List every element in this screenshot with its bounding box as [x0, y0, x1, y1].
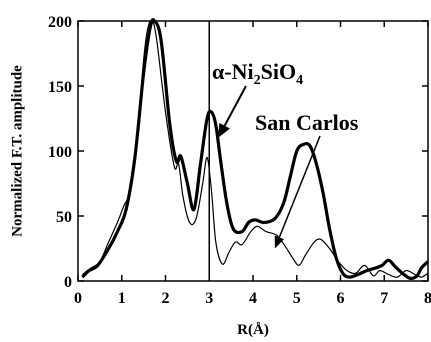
y-tick-label: 100 [48, 144, 72, 161]
axis-ticks [77, 20, 429, 282]
y-tick-label: 50 [56, 209, 72, 226]
x-tick-label: 1 [118, 290, 126, 307]
x-tick-label: 8 [424, 290, 431, 307]
arrowhead-ni2sio4 [218, 122, 230, 138]
arrow-san-carlos [278, 135, 321, 238]
annotation-ni2sio4: α-Ni2SiO4 [212, 59, 303, 88]
x-tick-label: 2 [162, 290, 170, 307]
annotation-ni2sio4-sub1: 2 [254, 73, 261, 88]
x-tick-label: 0 [74, 290, 82, 307]
annotation-ni2sio4-part1: α-Ni [212, 59, 254, 84]
x-tick-label: 6 [337, 290, 345, 307]
x-axis-label: R(Å) [237, 322, 269, 338]
y-tick-label: 150 [48, 79, 72, 96]
y-tick-label: 0 [64, 274, 72, 291]
annotation-ni2sio4-part2: SiO [261, 59, 296, 84]
series-line-ni2sio4 [81, 18, 430, 281]
series-group [81, 18, 430, 281]
tick-labels: 0 1 2 3 4 5 6 7 8 0 50 100 150 200 [48, 14, 431, 307]
x-tick-label: 4 [249, 290, 257, 307]
y-axis-label: Normalized F.T. amplitude [9, 65, 25, 237]
series-line-san-carlos [82, 19, 429, 278]
x-tick-label: 7 [380, 290, 388, 307]
y-tick-label: 200 [48, 14, 72, 31]
annotation-san-carlos: San Carlos [255, 110, 359, 135]
x-tick-label: 5 [293, 290, 301, 307]
arrowhead-san-carlos [274, 235, 284, 249]
x-tick-label: 3 [205, 290, 213, 307]
annotation-ni2sio4-sub2: 4 [296, 73, 303, 88]
arrow-ni2sio4 [223, 85, 247, 127]
